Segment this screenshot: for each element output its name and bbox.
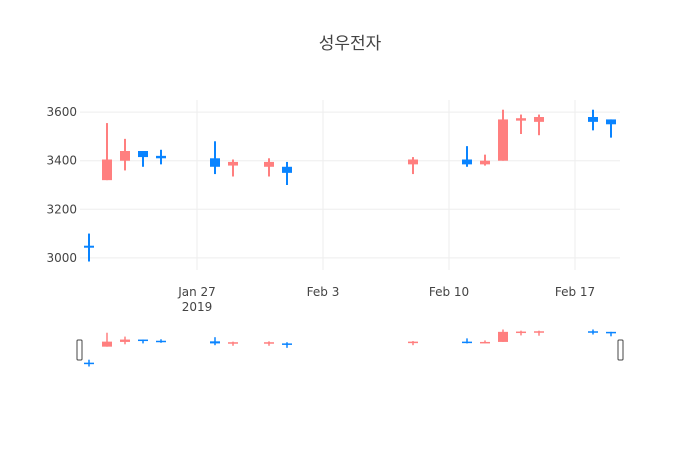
candle[interactable] bbox=[462, 146, 472, 167]
slider-candle bbox=[534, 330, 544, 336]
slider-candle-body bbox=[462, 341, 472, 344]
slider-candle bbox=[264, 341, 274, 346]
range-slider-right-handle[interactable] bbox=[617, 339, 624, 361]
candle[interactable] bbox=[156, 149, 166, 165]
slider-candle-body bbox=[102, 341, 112, 347]
x-tick-label: Feb 10 bbox=[429, 285, 469, 299]
slider-candle bbox=[282, 342, 292, 348]
slider-candle-body bbox=[84, 362, 94, 365]
x-tick-label: Feb 17 bbox=[555, 285, 595, 299]
x-tick-sublabel: 2019 bbox=[182, 300, 213, 314]
slider-candle-body bbox=[156, 340, 166, 343]
candle-body[interactable] bbox=[516, 118, 526, 121]
candle-body[interactable] bbox=[228, 161, 238, 166]
y-tick-label: 3000 bbox=[46, 251, 77, 265]
candle-body[interactable] bbox=[138, 151, 148, 158]
candle[interactable] bbox=[282, 161, 292, 185]
candles[interactable] bbox=[84, 109, 616, 262]
range-slider[interactable] bbox=[76, 329, 624, 367]
candle[interactable] bbox=[102, 123, 112, 181]
candle-body[interactable] bbox=[534, 117, 544, 122]
candle-body[interactable] bbox=[282, 166, 292, 173]
candle[interactable] bbox=[264, 158, 274, 177]
candle-body[interactable] bbox=[480, 160, 490, 165]
x-tick-label: Feb 3 bbox=[307, 285, 340, 299]
slider-candle bbox=[462, 338, 472, 344]
candle-body[interactable] bbox=[588, 117, 598, 122]
slider-candle bbox=[606, 331, 616, 337]
slider-candle-body bbox=[408, 341, 418, 344]
candle[interactable] bbox=[120, 138, 130, 171]
slider-candle-body bbox=[498, 331, 508, 342]
slider-candle-body bbox=[138, 339, 148, 342]
y-tick-label: 3200 bbox=[46, 202, 77, 216]
candle-body[interactable] bbox=[120, 151, 130, 161]
candle-body[interactable] bbox=[84, 245, 94, 248]
slider-candle bbox=[228, 341, 238, 346]
candle[interactable] bbox=[480, 154, 490, 166]
slider-candle bbox=[84, 359, 94, 367]
slider-candle bbox=[102, 332, 112, 347]
slider-candle bbox=[138, 339, 148, 344]
candle[interactable] bbox=[534, 114, 544, 136]
candle-body[interactable] bbox=[210, 158, 220, 167]
candle[interactable] bbox=[516, 114, 526, 134]
candle[interactable] bbox=[138, 151, 148, 167]
slider-candle bbox=[120, 336, 130, 345]
candle[interactable] bbox=[408, 157, 418, 175]
y-tick-label: 3400 bbox=[46, 154, 77, 168]
candle-body[interactable] bbox=[156, 155, 166, 159]
candle-body[interactable] bbox=[606, 119, 616, 125]
y-tick-label: 3600 bbox=[46, 105, 77, 119]
slider-candle-body bbox=[606, 331, 616, 334]
slider-candle-body bbox=[282, 343, 292, 345]
candle[interactable] bbox=[84, 233, 94, 262]
candle[interactable] bbox=[588, 109, 598, 131]
slider-candle bbox=[156, 339, 166, 343]
x-tick-label: Jan 27 bbox=[177, 285, 216, 299]
slider-candle-body bbox=[210, 341, 220, 344]
slider-candle-body bbox=[588, 331, 598, 333]
candle-body[interactable] bbox=[408, 159, 418, 165]
slider-candle-body bbox=[534, 331, 544, 333]
range-slider-left-handle[interactable] bbox=[76, 339, 83, 361]
grid-lines bbox=[80, 100, 620, 270]
slider-candle-body bbox=[264, 342, 274, 344]
candle[interactable] bbox=[228, 159, 238, 177]
slider-candle-body bbox=[516, 331, 526, 334]
slider-candle bbox=[210, 337, 220, 346]
slider-candle-body bbox=[228, 342, 238, 344]
slider-candle bbox=[588, 329, 598, 335]
candle[interactable] bbox=[210, 141, 220, 175]
candle[interactable] bbox=[606, 119, 616, 138]
slider-candle bbox=[408, 341, 418, 346]
candle-body[interactable] bbox=[498, 119, 508, 161]
candle[interactable] bbox=[498, 109, 508, 161]
chart-title: 성우전자 bbox=[319, 34, 382, 54]
slider-candle bbox=[516, 330, 526, 336]
slider-candle bbox=[498, 329, 508, 342]
candle-body[interactable] bbox=[102, 159, 112, 181]
candle-body[interactable] bbox=[462, 159, 472, 165]
slider-candle bbox=[480, 340, 490, 344]
slider-candle-body bbox=[120, 339, 130, 342]
candle-body[interactable] bbox=[264, 161, 274, 167]
y-axis: 3000 3200 3400 3600 bbox=[46, 105, 77, 265]
slider-candle-body bbox=[480, 341, 490, 344]
